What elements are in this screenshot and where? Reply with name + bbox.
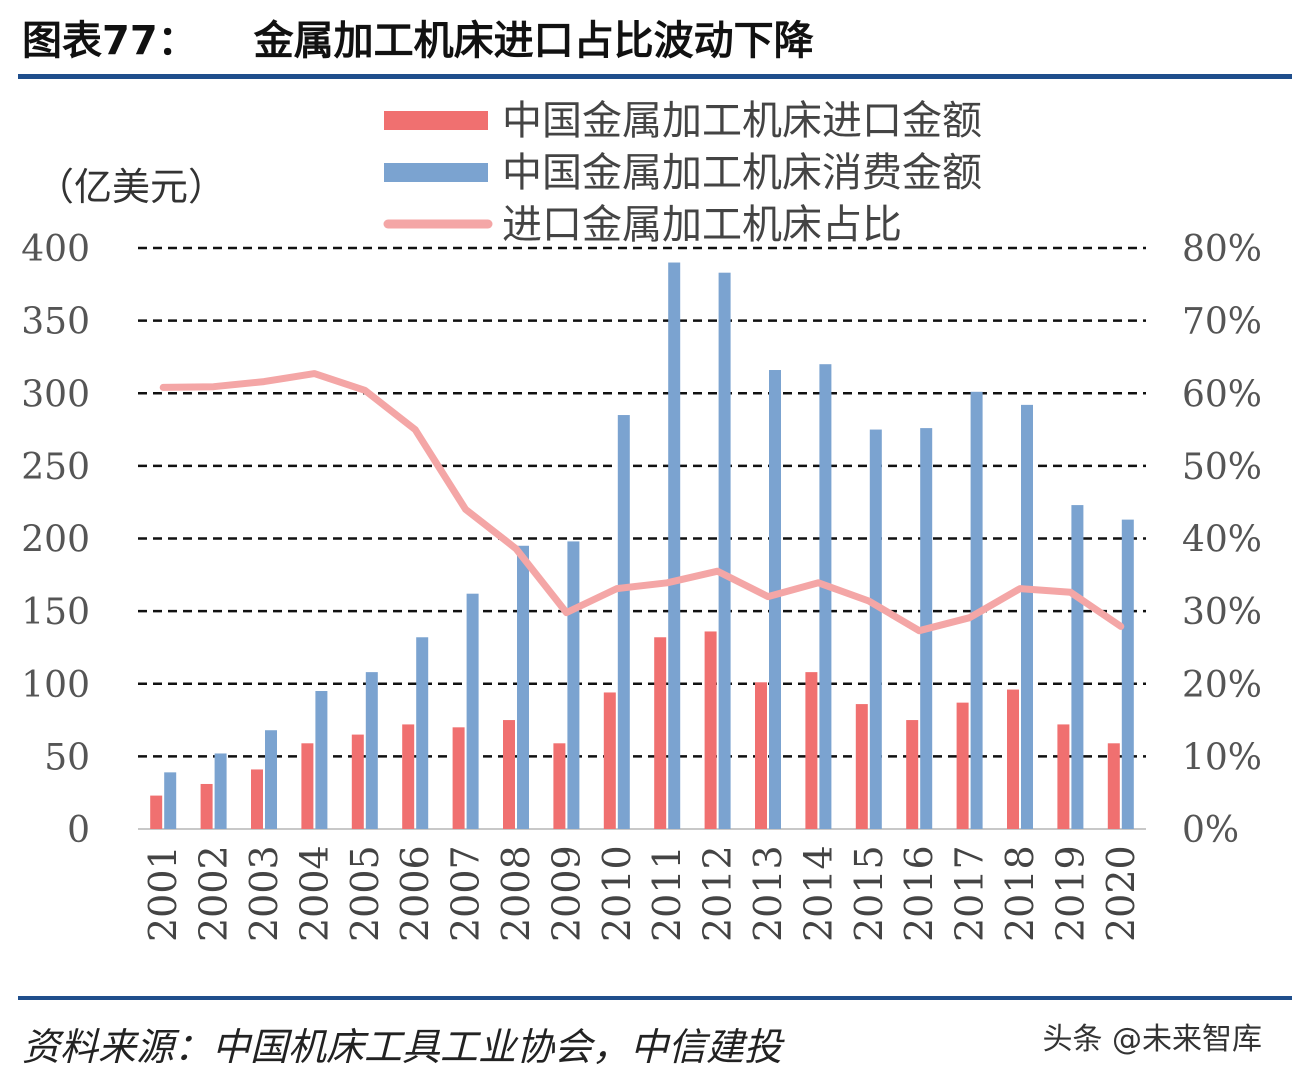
consumption-bar [365, 672, 378, 829]
consumption-bar [416, 637, 429, 829]
x-tick-label: 2019 [1048, 845, 1092, 942]
import-bar [402, 724, 415, 829]
x-tick-label: 2013 [746, 845, 790, 942]
consumption-bar [1121, 519, 1134, 829]
x-tick-label: 2007 [444, 845, 488, 942]
figure-title-text: 金属加工机床进口占比波动下降 [253, 18, 814, 64]
import-bar [553, 743, 566, 829]
import-bar [956, 702, 969, 829]
legend-label-consumption: 中国金属加工机床消费金额 [502, 150, 982, 196]
import-bar [1107, 743, 1120, 829]
y-left-tick-label: 400 [21, 229, 90, 270]
figure-title: 图表77： 金属加工机床进口占比波动下降 [22, 8, 814, 66]
x-tick-label: 2010 [595, 845, 639, 942]
import-bar [150, 795, 163, 829]
x-tick-label: 2011 [645, 845, 689, 942]
import-bar [200, 783, 213, 829]
import-bar [351, 734, 364, 829]
y-right-tick-label: 70% [1182, 302, 1262, 343]
consumption-bar [668, 262, 681, 829]
consumption-bar [315, 691, 328, 829]
import-bar [1057, 724, 1070, 829]
import-bar [301, 743, 314, 829]
import-bar [805, 672, 818, 829]
y-left-tick-label: 250 [21, 447, 90, 488]
header-rule [18, 74, 1292, 79]
y-right-tick-label: 30% [1182, 592, 1262, 633]
import-bar [603, 692, 616, 829]
x-tick-label: 2002 [192, 845, 236, 942]
consumption-bar [718, 272, 731, 829]
chart: 0 50 100 150 200 250 300 350 400 0% 10% 20% 30% 40% 50… [21, 98, 1262, 942]
consumption-bar [214, 753, 227, 829]
consumption-bar [517, 545, 529, 829]
ratio-line [159, 370, 1125, 635]
y-right-tick-label: 40% [1182, 520, 1262, 561]
x-tick-label: 2004 [292, 845, 336, 942]
y-right-tick-label: 80% [1182, 229, 1262, 270]
y-left-tick-label: 200 [21, 520, 90, 561]
consumption-bar [466, 593, 479, 829]
x-tick-label: 2005 [343, 845, 387, 942]
x-tick-label: 2018 [998, 845, 1042, 942]
x-tick-label: 2014 [796, 845, 840, 942]
consumption-bar [265, 730, 277, 829]
y-right-tick-label: 50% [1182, 447, 1262, 488]
source-note: 资料来源：中国机床工具工业协会，中信建投 [22, 1025, 783, 1069]
x-tick-label: 2009 [544, 845, 588, 942]
x-tick-label: 2016 [897, 845, 941, 942]
figure-header: 图表77： 金属加工机床进口占比波动下降 [0, 0, 1292, 80]
consumption-bar [869, 429, 882, 829]
import-bar [452, 727, 465, 829]
import-bar [906, 720, 919, 829]
x-tick-label: 2003 [242, 845, 286, 942]
import-bar [755, 682, 767, 829]
import-bar [1007, 689, 1019, 829]
consumption-bar [1021, 404, 1033, 829]
y-left-tick-label: 0 [67, 810, 90, 851]
legend-label-ratio: 进口金属加工机床占比 [502, 202, 902, 248]
y-right-tick-label: 10% [1182, 737, 1262, 778]
y-left-tick-label: 150 [21, 592, 90, 633]
x-tick-label: 2001 [141, 845, 185, 942]
import-bar [251, 769, 263, 829]
consumption-bar [164, 772, 177, 829]
x-tick-label: 2012 [696, 845, 740, 942]
consumption-bar [567, 541, 580, 829]
x-tick-label: 2015 [847, 845, 891, 942]
y-left-tick-label: 300 [21, 374, 90, 415]
legend-label-import: 中国金属加工机床进口金额 [502, 98, 982, 144]
import-bar [503, 720, 515, 829]
import-bar [855, 704, 868, 829]
consumption-bar [769, 370, 781, 829]
y-left-unit-label: （亿美元） [36, 165, 226, 209]
y-left-tick-label: 350 [21, 302, 90, 343]
x-tick-label: 2017 [948, 845, 992, 942]
y-right-tick-label: 0% [1182, 810, 1239, 851]
y-left-tick-label: 50 [44, 737, 90, 778]
x-tick-label: 2006 [393, 845, 437, 942]
consumption-bar [617, 415, 630, 829]
y-left-tick-label: 100 [21, 665, 90, 706]
import-bar [654, 637, 667, 829]
x-tick-label: 2008 [494, 845, 538, 942]
consumption-bar [1071, 505, 1084, 829]
import-bar [704, 631, 717, 829]
x-tick-label: 2020 [1099, 845, 1143, 942]
footer-rule [18, 996, 1292, 1000]
y-right-tick-label: 20% [1182, 665, 1262, 706]
legend-swatch-import [384, 111, 488, 130]
watermark: 头条 @未来智库 [1042, 1022, 1262, 1057]
y-right-tick-label: 60% [1182, 374, 1262, 415]
figure-label: 图表77： [22, 18, 198, 64]
legend-swatch-consumption [384, 163, 488, 182]
consumption-bar [819, 364, 832, 829]
